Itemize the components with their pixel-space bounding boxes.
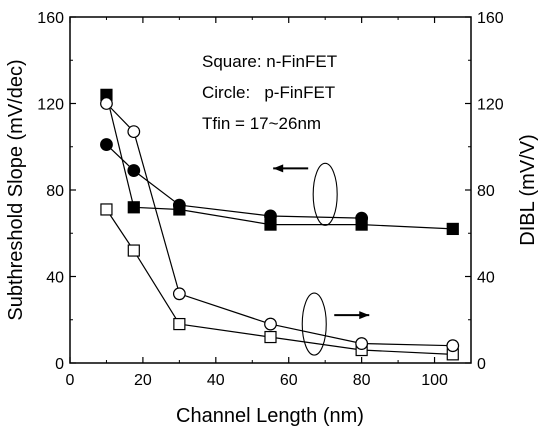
series-line	[106, 103, 453, 347]
data-point-circle	[172, 287, 186, 301]
y-left-tick-label: 120	[37, 97, 64, 114]
data-point-circle	[127, 164, 141, 177]
indicator-arrow-head	[359, 311, 370, 320]
series-1	[100, 138, 369, 225]
axis-indicator-right	[301, 292, 370, 356]
data-point-square	[173, 317, 186, 331]
annotation-tfin: Tfin = 17~26nm	[202, 114, 321, 133]
series-line	[106, 209, 453, 355]
x-tick-label: 0	[66, 372, 75, 389]
indicators-layer	[273, 162, 370, 356]
data-point-circle	[264, 317, 277, 331]
y-right-tick-label: 160	[477, 10, 504, 27]
data-point-square	[264, 330, 277, 344]
data-point-circle	[355, 211, 369, 225]
annotation-square: Square: n-FinFET	[202, 52, 337, 71]
indicator-ellipse	[312, 162, 338, 226]
y-right-tick-label: 0	[477, 356, 486, 373]
axis-indicator-left	[273, 162, 338, 226]
ticks: 0 20 40 60 80 100 0 40 80 120 160 0 40 80 120 160	[37, 10, 504, 389]
data-point-circle	[100, 97, 113, 110]
data-point-circle	[355, 337, 369, 350]
y-right-tick-label: 40	[477, 270, 495, 287]
series-layer	[100, 88, 460, 361]
indicator-ellipse	[301, 292, 327, 356]
y-left-tick-label: 0	[55, 356, 64, 373]
indicator-arrow-head	[273, 164, 284, 173]
data-point-square	[446, 222, 459, 236]
x-axis-title: Channel Length (nm)	[176, 405, 364, 427]
x-tick-label: 100	[421, 372, 448, 389]
x-tick-label: 80	[353, 372, 371, 389]
data-point-circle	[264, 209, 277, 223]
data-point-square	[100, 203, 113, 216]
x-tick-label: 40	[207, 372, 225, 389]
annotation-circle: Circle: p-FinFET	[202, 83, 335, 102]
left-axis-title: Subthreshold Slope (mV/dec)	[5, 59, 27, 320]
data-point-circle	[446, 339, 460, 353]
x-tick-label: 60	[280, 372, 298, 389]
data-point-circle	[100, 138, 113, 151]
y-left-tick-label: 40	[46, 270, 64, 287]
series-line	[106, 144, 362, 219]
data-point-square	[127, 244, 140, 257]
series-0	[100, 88, 459, 236]
series-3	[100, 97, 460, 353]
x-tick-label: 20	[134, 372, 152, 389]
right-axis-title: DIBL (mV/V)	[517, 134, 539, 246]
y-left-tick-label: 160	[37, 10, 64, 27]
y-right-tick-label: 80	[477, 183, 495, 200]
series-line	[105, 94, 453, 230]
y-right-tick-label: 120	[477, 97, 504, 114]
series-2	[100, 203, 459, 361]
data-point-circle	[127, 125, 141, 139]
data-point-square	[127, 201, 140, 214]
data-point-circle	[172, 198, 186, 212]
y-left-tick-label: 80	[46, 183, 64, 200]
